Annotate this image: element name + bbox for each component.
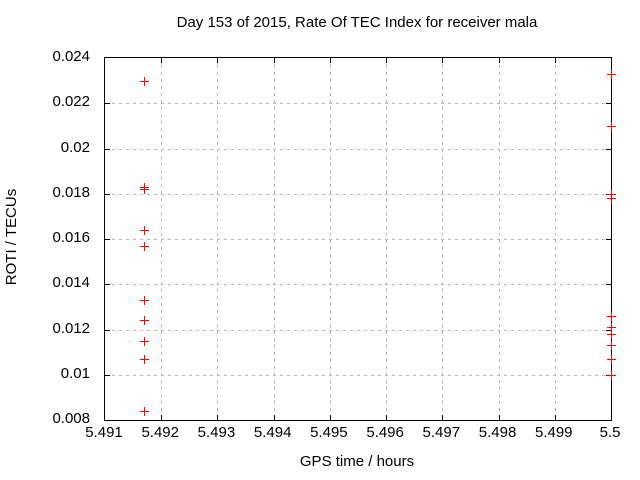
gridline-horizontal (105, 239, 611, 240)
x-tick-mark (329, 415, 331, 420)
data-point-marker (607, 189, 616, 199)
x-tick-mark (442, 58, 444, 63)
y-tick-mark (105, 284, 110, 286)
x-tick-labels: 5.491 5.492 5.493 5.494 5.495 5.496 5.497 5.498… (85, 424, 620, 443)
x-tick-mark (442, 415, 444, 420)
x-tick-mark (273, 58, 275, 63)
x-tick-mark (554, 415, 556, 420)
x-tick-mark (161, 415, 163, 420)
x-tick-label: 5.5 (599, 424, 621, 441)
y-tick-label: 0.012 (52, 319, 90, 337)
y-tick-label: 0.022 (52, 93, 90, 111)
y-tick-label: 0.016 (52, 229, 90, 246)
data-point-marker (607, 323, 616, 333)
data-point-marker (140, 406, 150, 416)
x-tick-label: 5.496 (366, 424, 404, 441)
gridline-horizontal (105, 148, 611, 150)
x-tick-label: 5.499 (534, 424, 573, 441)
x-tick-mark (273, 415, 275, 420)
data-point-marker (140, 225, 150, 235)
y-tick-label: 0.018 (52, 183, 90, 201)
x-tick-mark (386, 58, 388, 63)
data-point-marker (140, 336, 150, 346)
chart-title: Day 153 of 2015, Rate Of TEC Index for r… (176, 14, 538, 31)
data-point-marker (140, 296, 150, 306)
y-tick-mark (105, 103, 110, 105)
y-tick-mark (606, 239, 611, 240)
y-tick-mark (105, 329, 110, 331)
y-axis-label: ROTI / TECUs (3, 188, 20, 286)
y-tick-labels: 0.008 0.01 0.012 0.014 0.016 0.018 0.02 0.022 0.… (0, 49, 92, 427)
x-tick-label: 5.495 (310, 424, 348, 441)
gridline-horizontal (105, 193, 611, 195)
x-tick-mark (498, 58, 500, 63)
data-point-marker (607, 194, 616, 204)
data-point-marker (607, 311, 616, 321)
gridline-horizontal (105, 103, 611, 105)
y-tick-mark (606, 284, 611, 286)
data-point-marker (140, 185, 150, 195)
x-tick-mark (498, 415, 500, 420)
y-tick-mark (606, 329, 611, 331)
data-point-marker (140, 76, 150, 86)
x-axis-label: GPS time / hours (299, 453, 415, 470)
plot-area (104, 57, 616, 421)
data-point-marker (140, 316, 150, 326)
y-tick-mark (105, 193, 110, 195)
y-tick-mark (606, 103, 611, 105)
x-tick-label: 5.497 (422, 424, 461, 441)
data-point-marker (140, 241, 150, 251)
x-tick-mark (329, 58, 331, 63)
y-tick-mark (105, 148, 110, 150)
y-tick-mark (105, 239, 110, 240)
y-tick-mark (606, 148, 611, 150)
y-tick-label: 0.024 (52, 48, 90, 65)
data-point-marker (607, 341, 616, 351)
gridline-horizontal (105, 284, 611, 286)
x-tick-label: 5.498 (478, 424, 517, 441)
x-tick-mark (386, 415, 388, 420)
y-tick-label: 0.008 (52, 410, 90, 427)
x-tick-label: 5.494 (253, 424, 292, 441)
y-tick-label: 0.014 (52, 274, 90, 292)
data-point-marker (607, 354, 616, 364)
data-point-marker (140, 354, 150, 364)
data-point-marker (607, 121, 616, 131)
x-tick-mark (217, 415, 219, 420)
x-tick-mark (554, 58, 556, 63)
y-tick-label: 0.01 (60, 364, 90, 382)
data-point-marker (607, 69, 616, 79)
data-point-marker (607, 370, 616, 380)
x-tick-label: 5.491 (85, 424, 123, 441)
x-tick-mark (161, 58, 163, 63)
gridline-horizontal (105, 374, 611, 376)
x-tick-mark (217, 58, 219, 63)
x-tick-label: 5.492 (141, 424, 179, 441)
y-tick-label: 0.02 (60, 138, 90, 156)
gridline-horizontal (105, 329, 611, 331)
y-tick-mark (105, 374, 110, 376)
x-tick-label: 5.493 (197, 424, 236, 441)
data-point-marker (607, 330, 616, 340)
